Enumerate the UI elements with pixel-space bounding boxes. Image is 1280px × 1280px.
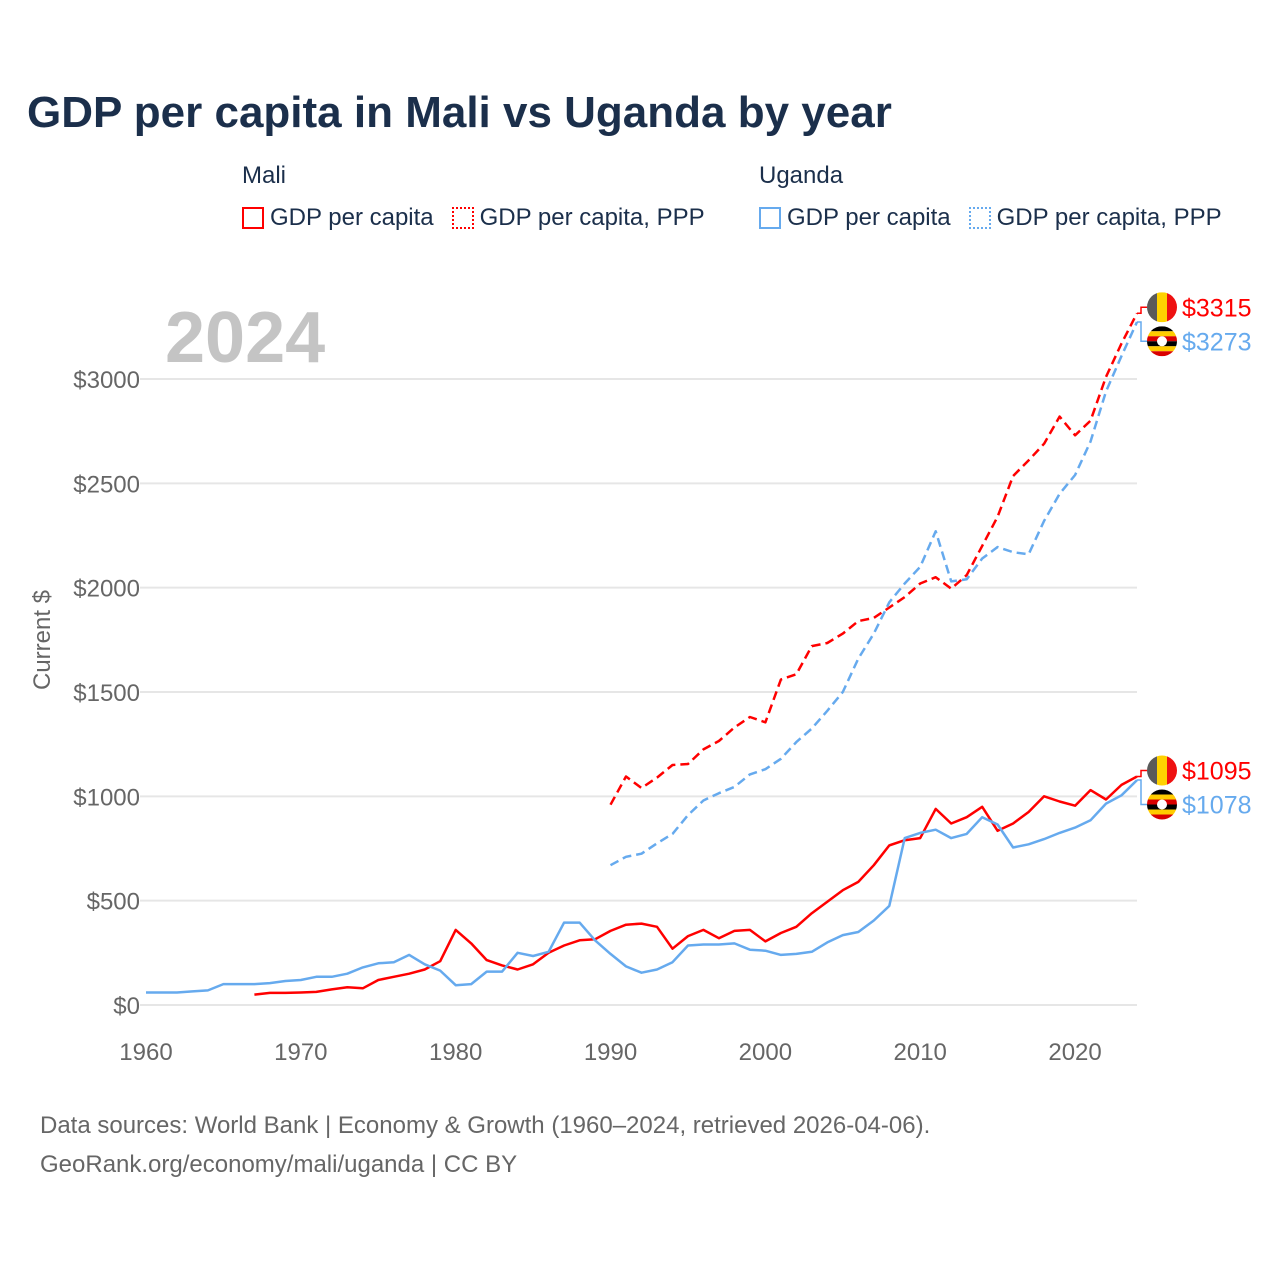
flag-stripe (1147, 794, 1177, 800)
end-connector (1137, 779, 1147, 806)
flag-mali-icon (1147, 755, 1177, 786)
legend-item-uganda-gdp[interactable]: GDP per capita (759, 204, 951, 232)
flag-stripe (1147, 346, 1177, 352)
legend-group-uganda: Uganda GDP per capita GDP per capita, PP… (759, 162, 1240, 232)
series-line-uganda-gdp-per-capita-ppp (609, 321, 1139, 867)
flag-emblem (1157, 799, 1167, 810)
legend-label: GDP per capita (787, 204, 951, 231)
end-value-label: $3315 (1182, 294, 1252, 322)
x-tick-label: 1970 (274, 1039, 327, 1066)
x-tick-label: 2000 (739, 1039, 792, 1066)
flag-uganda-icon (1147, 789, 1177, 820)
end-value-label: $1078 (1182, 792, 1252, 820)
flag-stripe (1147, 809, 1177, 815)
flag-stripe (1147, 331, 1177, 337)
y-axis-label: Current $ (29, 590, 56, 690)
x-tick-label: 1990 (584, 1039, 637, 1066)
flag-stripe (1167, 292, 1177, 323)
legend-label: GDP per capita, PPP (996, 204, 1222, 231)
y-tick-label: $1000 (73, 784, 140, 811)
year-watermark: 2024 (165, 298, 325, 378)
y-tick-label: $3000 (73, 367, 140, 394)
flag-mali-icon (1147, 292, 1177, 323)
legend-label: GDP per capita, PPP (479, 204, 705, 231)
y-tick-label: $2000 (73, 576, 140, 603)
flag-stripe (1147, 755, 1157, 786)
legend-swatch-solid (242, 207, 264, 229)
legend-group-mali: Mali GDP per capita GDP per capita, PPP (242, 162, 723, 232)
source-note: Data sources: World Bank | Economy & Gro… (40, 1112, 931, 1139)
series-line-uganda-gdp-per-capita (146, 779, 1138, 994)
legend-item-uganda-ppp[interactable]: GDP per capita, PPP (968, 204, 1222, 232)
flag-stripes (1147, 789, 1177, 820)
y-tick-label: $500 (87, 889, 140, 916)
legend-group-title: Uganda (759, 162, 844, 189)
flag-stripe (1147, 351, 1177, 357)
series-line-mali-gdp-per-capita (254, 775, 1138, 996)
flag-stripes (1147, 326, 1177, 357)
flag-stripe (1167, 755, 1177, 786)
flag-stripes (1147, 292, 1177, 323)
x-tick-label: 1960 (119, 1039, 172, 1066)
end-connector (1137, 769, 1147, 778)
end-value-label: $1095 (1182, 758, 1252, 786)
flag-stripe (1147, 814, 1177, 820)
flag-stripe (1147, 326, 1177, 332)
x-tick-label: 2020 (1048, 1039, 1101, 1066)
flag-emblem (1157, 336, 1167, 347)
legend-label: GDP per capita (270, 204, 434, 231)
end-value-label: $3273 (1182, 328, 1252, 356)
legend-group-title: Mali (242, 162, 287, 189)
flag-stripe (1157, 292, 1167, 323)
y-tick-label: $1500 (73, 680, 140, 707)
flag-stripe (1147, 789, 1177, 795)
footer: Data sources: World Bank | Economy & Gro… (40, 1106, 930, 1184)
legend-swatch-solid (759, 207, 781, 229)
legend-item-mali-ppp[interactable]: GDP per capita, PPP (451, 204, 705, 232)
x-tick-label: 2010 (894, 1039, 947, 1066)
y-tick-label: $0 (113, 993, 140, 1020)
flag-stripe (1147, 292, 1157, 323)
chart-title: GDP per capita in Mali vs Uganda by year (27, 88, 892, 137)
flag-stripe (1157, 755, 1167, 786)
legend-item-mali-gdp[interactable]: GDP per capita (242, 204, 434, 232)
legend-swatch-dotted (968, 207, 991, 229)
source-link[interactable]: GeoRank.org/economy/mali/uganda | CC BY (40, 1151, 518, 1178)
legend-swatch-dotted (451, 207, 474, 229)
flag-uganda-icon (1147, 326, 1177, 357)
x-tick-label: 1980 (429, 1039, 482, 1066)
end-connector (1137, 321, 1147, 343)
series-line-mali-gdp-per-capita-ppp (609, 312, 1139, 806)
y-tick-label: $2500 (73, 471, 140, 498)
flag-stripes (1147, 755, 1177, 786)
end-connector (1137, 306, 1147, 315)
